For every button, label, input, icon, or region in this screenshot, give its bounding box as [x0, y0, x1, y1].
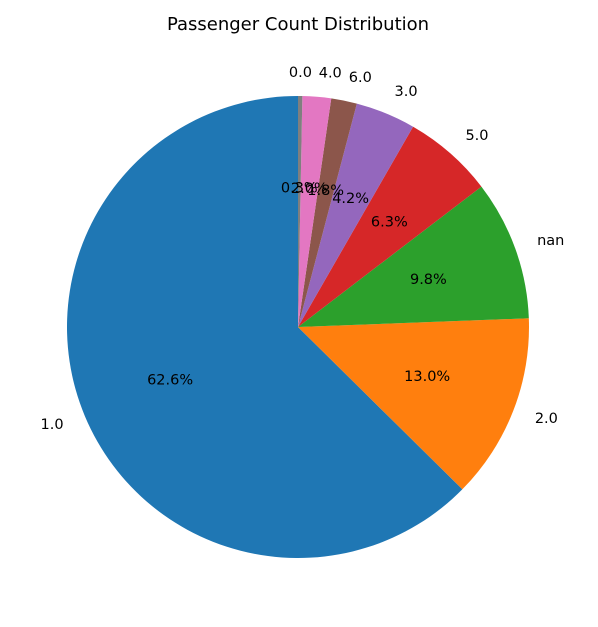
pie-slices [67, 96, 529, 558]
slice-label-4-0: 4.0 [319, 66, 342, 82]
slice-label-nan: nan [537, 233, 564, 249]
pie-slice-nan [298, 186, 529, 327]
pie-slice-3-0 [298, 103, 414, 328]
percent-labels: 62.6% 13.0% 9.8% 6.3%4.2%1.8%2.0%0.3% [147, 180, 450, 388]
percent-label-6-0: 1.8% [307, 183, 344, 199]
percent-label-5-0: 6.3% [371, 215, 408, 231]
percent-label-2-0: 13.0% [404, 369, 450, 385]
slice-labels: 1.0 2.0 nan 5.0 3.0 6.0 4.0 0.0 [40, 65, 564, 433]
pie-slice-0-0 [298, 96, 303, 327]
percent-label-1-0: 62.6% [147, 372, 193, 388]
pie-slice-6-0 [298, 98, 357, 327]
slice-label-1-0: 1.0 [40, 417, 63, 433]
chart-title: Passenger Count Distribution [167, 14, 429, 35]
slice-label-3-0: 3.0 [395, 84, 418, 100]
percent-label-0-0: 0.3% [281, 180, 318, 196]
slice-label-2-0: 2.0 [535, 411, 558, 427]
pie-slice-2-0 [298, 318, 529, 490]
slice-label-5-0: 5.0 [465, 128, 488, 144]
pie-slice-5-0 [298, 126, 482, 327]
percent-label-4-0: 2.0% [291, 181, 328, 197]
pie-slice-4-0 [298, 96, 332, 327]
slice-label-6-0: 6.0 [349, 70, 372, 86]
pie-slice-1-0 [67, 96, 463, 558]
slice-label-0-0: 0.0 [289, 65, 312, 81]
percent-label-3-0: 4.2% [332, 191, 369, 207]
percent-label-nan: 9.8% [410, 272, 447, 288]
